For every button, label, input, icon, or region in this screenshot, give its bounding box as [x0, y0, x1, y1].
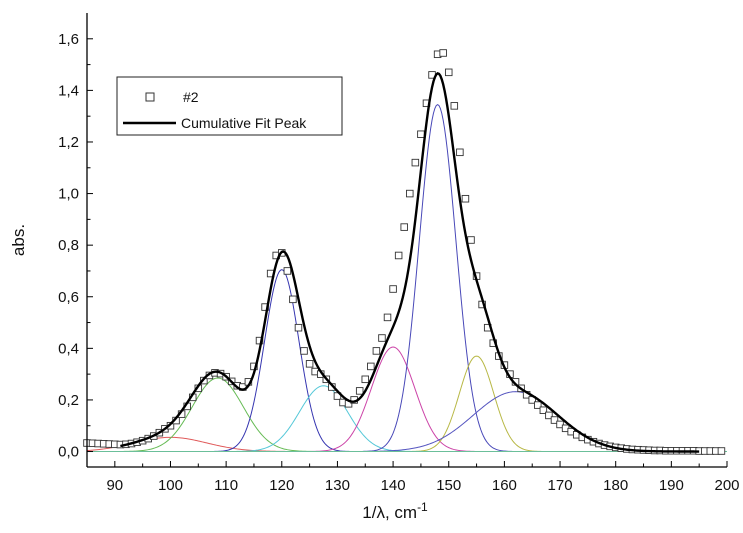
- cumulative-fit-line: [120, 72, 700, 453]
- data-point: [550, 416, 559, 424]
- data-point: [444, 68, 453, 77]
- data-point: [406, 189, 414, 198]
- data-point: [461, 194, 470, 203]
- y-tick-label: 0,6: [58, 289, 79, 306]
- x-tick-label: 150: [436, 477, 461, 494]
- data-point: [383, 313, 392, 322]
- y-tick-label: 0,4: [58, 340, 79, 357]
- x-tick-label: 130: [325, 477, 350, 494]
- data-point: [545, 411, 553, 420]
- y-tick-label: 1,2: [58, 134, 79, 151]
- x-tick-label: 200: [714, 477, 739, 494]
- data-point: [394, 251, 403, 260]
- legend: #2 Cumulative Fit Peak: [116, 76, 343, 136]
- data-point: [294, 323, 303, 332]
- axes-group: 90 100 110 120 130 140 150 160 170 180 190 200 0,0 0,…: [9, 13, 740, 522]
- y-tick-label: 1,0: [58, 186, 79, 203]
- y-tick-label: 1,6: [58, 31, 79, 48]
- data-point: [389, 285, 397, 293]
- fit-peak-4: [87, 385, 727, 453]
- x-tick-label: 170: [548, 477, 573, 494]
- y-tick-label: 1,4: [58, 82, 79, 99]
- legend-box: [116, 76, 343, 136]
- x-tick-label: 160: [492, 477, 517, 494]
- legend-label-fit: Cumulative Fit Peak: [181, 115, 307, 131]
- data-point: [411, 158, 420, 167]
- x-tick-label: 100: [158, 477, 183, 494]
- y-axis-title: abs.: [9, 224, 28, 256]
- x-tick-label: 90: [106, 477, 123, 494]
- data-point: [450, 102, 459, 110]
- x-tick-label: 180: [603, 477, 628, 494]
- y-tick-label: 0,2: [58, 392, 79, 409]
- data-point: [439, 49, 447, 57]
- data-point: [534, 401, 542, 409]
- legend-label-data: #2: [183, 89, 199, 105]
- x-axis-title-exponent: -1: [417, 500, 428, 514]
- x-tick-label: 190: [659, 477, 684, 494]
- fit-peaks-group: [86, 103, 727, 453]
- data-point: [539, 406, 548, 415]
- data-point: [289, 295, 297, 304]
- data-point: [400, 223, 408, 231]
- data-point: [255, 336, 264, 345]
- x-tick-label: 120: [269, 477, 294, 494]
- cumulative-fit-group: [120, 72, 700, 453]
- data-point: [417, 130, 425, 138]
- x-axis-title: 1/λ, cm-1: [362, 500, 428, 522]
- data-point: [300, 347, 308, 355]
- data-point: [372, 347, 381, 355]
- data-point: [467, 236, 475, 244]
- data-point: [378, 334, 386, 342]
- data-point: [456, 148, 464, 157]
- data-point: [283, 267, 292, 275]
- data-point: [361, 375, 370, 384]
- y-tick-label: 0,8: [58, 237, 79, 254]
- data-point: [355, 387, 364, 395]
- data-point: [717, 447, 726, 455]
- y-tick-label: 0,0: [58, 444, 79, 461]
- fit-peak-3: [87, 269, 727, 453]
- x-tick-label: 140: [381, 477, 406, 494]
- x-tick-label: 110: [214, 477, 238, 494]
- data-point: [305, 360, 314, 368]
- data-point: [367, 362, 375, 371]
- legend-square-marker: [145, 92, 155, 102]
- data-point: [556, 420, 564, 429]
- fit-peak-7: [87, 355, 727, 453]
